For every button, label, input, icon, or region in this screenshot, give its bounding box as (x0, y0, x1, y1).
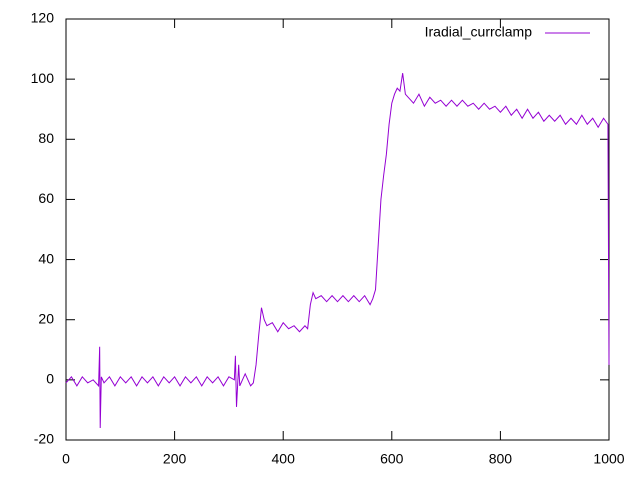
y-tick-label: -20 (34, 431, 54, 447)
legend-label: Iradial_currclamp (425, 24, 533, 40)
y-tick-label: 20 (38, 310, 54, 326)
data-line (65, 73, 610, 428)
x-tick-label: 400 (272, 451, 296, 467)
x-tick-label: 200 (163, 451, 187, 467)
x-tick-label: 1000 (593, 451, 624, 467)
x-tick-label: 800 (489, 451, 513, 467)
y-tick-label: 40 (38, 250, 54, 266)
plot-border (65, 18, 610, 441)
y-tick-label: 0 (46, 371, 54, 387)
x-tick-label: 600 (380, 451, 404, 467)
y-tick-label: 60 (38, 190, 54, 206)
x-tick-label: 0 (62, 451, 70, 467)
y-tick-label: 100 (31, 70, 55, 86)
y-tick-label: 80 (38, 130, 54, 146)
y-tick-label: 120 (31, 10, 55, 26)
